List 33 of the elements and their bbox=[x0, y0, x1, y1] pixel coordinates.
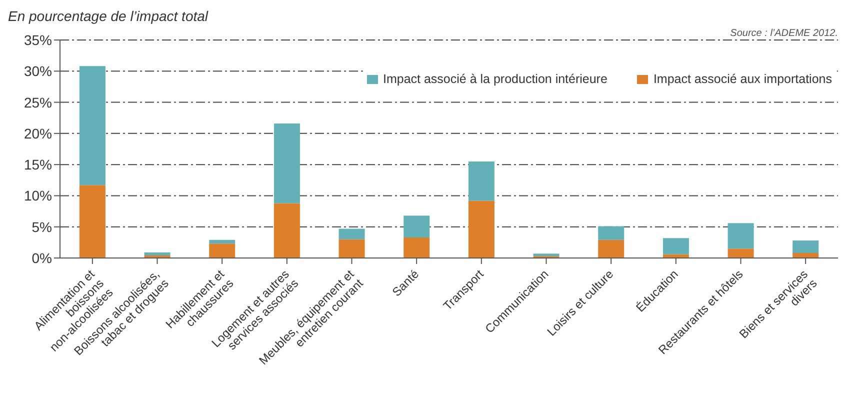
bar bbox=[468, 161, 494, 201]
y-tick-label: 15% bbox=[24, 156, 52, 173]
bar bbox=[338, 239, 365, 258]
bar bbox=[404, 237, 430, 258]
y-tick-label: 20% bbox=[24, 125, 52, 142]
bar bbox=[209, 244, 236, 258]
bar bbox=[404, 216, 430, 238]
bar bbox=[79, 66, 106, 186]
bar bbox=[728, 248, 754, 258]
source-note: Source : l’ADEME 2012. bbox=[730, 28, 838, 39]
bar bbox=[468, 200, 494, 258]
bar bbox=[144, 252, 170, 256]
bar bbox=[533, 254, 560, 256]
bar bbox=[338, 228, 365, 240]
y-tick-label: 25% bbox=[24, 94, 52, 110]
bar bbox=[79, 185, 106, 258]
bar bbox=[274, 123, 300, 204]
bar bbox=[274, 203, 300, 258]
bar bbox=[728, 223, 754, 249]
bar bbox=[209, 240, 236, 244]
y-tick-label: 10% bbox=[24, 188, 52, 204]
y-tick-label: 35% bbox=[24, 32, 52, 48]
y-tick-label: 0% bbox=[32, 250, 52, 266]
chart-title: En pourcentage de l’impact total bbox=[8, 8, 210, 26]
y-tick-label: 30% bbox=[24, 63, 52, 80]
legend-label: Impact associé à la production intérieure bbox=[383, 72, 608, 86]
bar bbox=[792, 240, 819, 254]
bar bbox=[598, 226, 624, 240]
bar bbox=[598, 240, 624, 258]
bar bbox=[792, 253, 819, 258]
legend-label: Impact associé aux importations bbox=[653, 72, 832, 86]
bar bbox=[662, 238, 689, 254]
y-tick-label: 5% bbox=[32, 218, 52, 235]
